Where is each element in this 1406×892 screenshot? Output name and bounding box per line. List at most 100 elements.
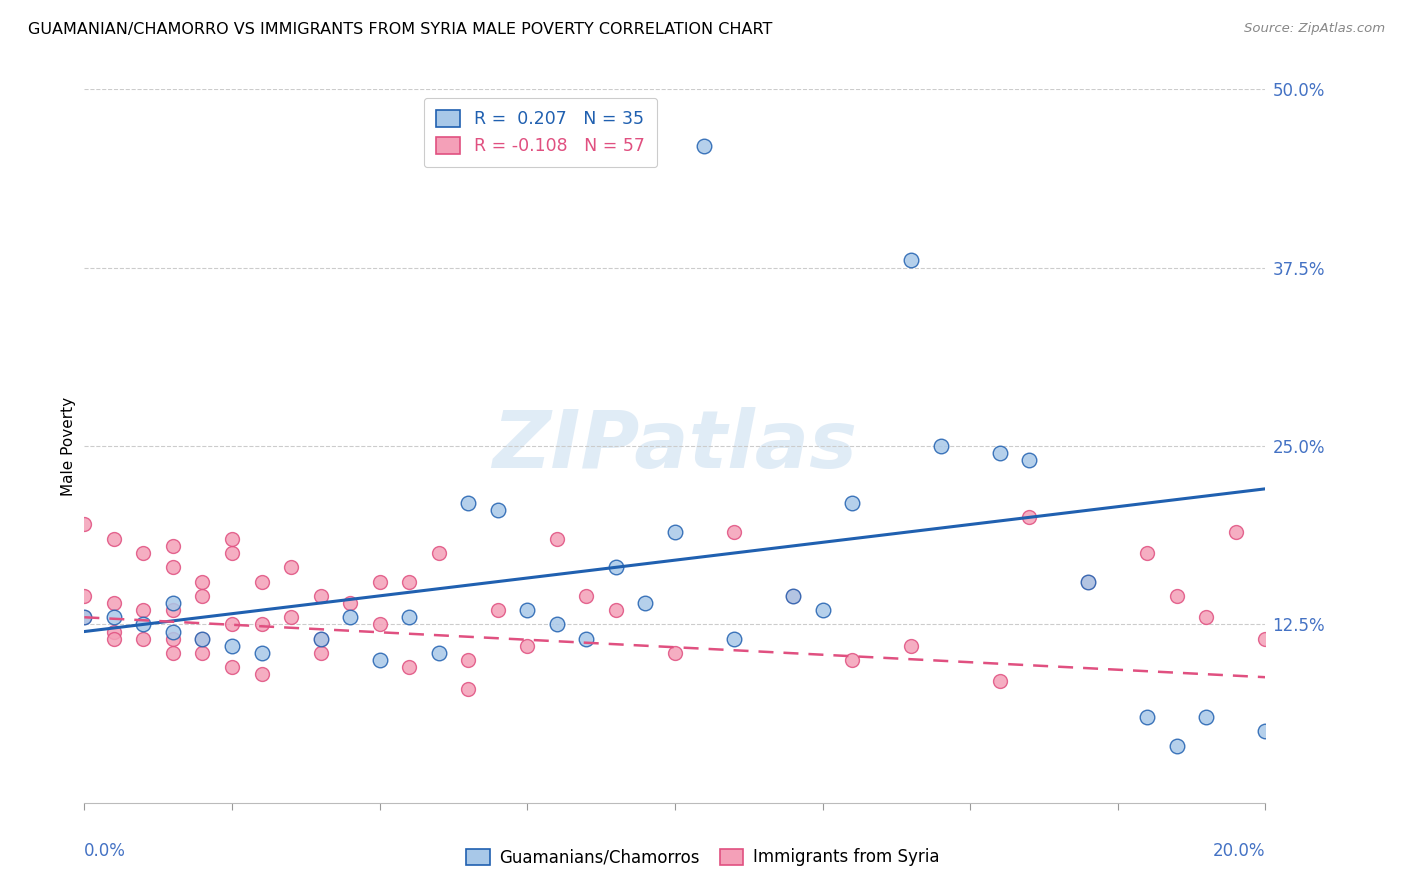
Point	[221, 639, 243, 653]
Point	[162, 646, 184, 660]
Point	[339, 610, 361, 624]
Point	[723, 524, 745, 539]
Point	[191, 632, 214, 646]
Point	[516, 639, 538, 653]
Point	[73, 610, 96, 624]
Point	[221, 617, 243, 632]
Text: 0.0%: 0.0%	[84, 842, 127, 860]
Point	[664, 524, 686, 539]
Point	[280, 610, 302, 624]
Point	[516, 603, 538, 617]
Point	[1254, 724, 1277, 739]
Point	[1166, 739, 1188, 753]
Point	[339, 596, 361, 610]
Point	[841, 653, 863, 667]
Point	[1225, 524, 1247, 539]
Point	[457, 496, 479, 510]
Point	[132, 632, 155, 646]
Point	[427, 546, 450, 560]
Point	[1077, 574, 1099, 589]
Point	[457, 681, 479, 696]
Point	[1077, 574, 1099, 589]
Point	[1195, 710, 1218, 724]
Point	[162, 596, 184, 610]
Point	[1254, 632, 1277, 646]
Point	[73, 610, 96, 624]
Point	[782, 589, 804, 603]
Point	[1018, 453, 1040, 467]
Point	[398, 660, 420, 674]
Point	[309, 589, 332, 603]
Point	[1018, 510, 1040, 524]
Point	[900, 253, 922, 268]
Point	[103, 532, 125, 546]
Point	[191, 574, 214, 589]
Point	[250, 667, 273, 681]
Point	[132, 603, 155, 617]
Point	[605, 603, 627, 617]
Point	[309, 632, 332, 646]
Legend: Guamanians/Chamorros, Immigrants from Syria: Guamanians/Chamorros, Immigrants from Sy…	[458, 840, 948, 875]
Point	[191, 646, 214, 660]
Point	[1136, 546, 1159, 560]
Point	[486, 503, 509, 517]
Point	[309, 632, 332, 646]
Point	[664, 646, 686, 660]
Point	[634, 596, 657, 610]
Text: ZIPatlas: ZIPatlas	[492, 407, 858, 485]
Point	[546, 617, 568, 632]
Point	[605, 560, 627, 574]
Point	[103, 624, 125, 639]
Point	[103, 610, 125, 624]
Point	[368, 653, 391, 667]
Point	[457, 653, 479, 667]
Point	[250, 646, 273, 660]
Point	[162, 624, 184, 639]
Point	[103, 632, 125, 646]
Point	[162, 539, 184, 553]
Point	[693, 139, 716, 153]
Point	[988, 446, 1011, 460]
Point	[486, 603, 509, 617]
Point	[782, 589, 804, 603]
Point	[929, 439, 952, 453]
Point	[1136, 710, 1159, 724]
Y-axis label: Male Poverty: Male Poverty	[60, 396, 76, 496]
Point	[900, 639, 922, 653]
Text: Source: ZipAtlas.com: Source: ZipAtlas.com	[1244, 22, 1385, 36]
Point	[191, 589, 214, 603]
Text: 20.0%: 20.0%	[1213, 842, 1265, 860]
Point	[221, 532, 243, 546]
Point	[841, 496, 863, 510]
Point	[988, 674, 1011, 689]
Point	[162, 560, 184, 574]
Point	[398, 610, 420, 624]
Legend: R =  0.207   N = 35, R = -0.108   N = 57: R = 0.207 N = 35, R = -0.108 N = 57	[423, 98, 657, 168]
Point	[73, 517, 96, 532]
Point	[368, 574, 391, 589]
Point	[575, 589, 598, 603]
Point	[427, 646, 450, 660]
Point	[132, 617, 155, 632]
Point	[73, 589, 96, 603]
Point	[1195, 610, 1218, 624]
Point	[191, 632, 214, 646]
Point	[368, 617, 391, 632]
Point	[162, 603, 184, 617]
Point	[546, 532, 568, 546]
Point	[398, 574, 420, 589]
Point	[162, 632, 184, 646]
Point	[132, 546, 155, 560]
Point	[250, 617, 273, 632]
Point	[103, 596, 125, 610]
Point	[811, 603, 834, 617]
Point	[723, 632, 745, 646]
Point	[1166, 589, 1188, 603]
Point	[250, 574, 273, 589]
Text: GUAMANIAN/CHAMORRO VS IMMIGRANTS FROM SYRIA MALE POVERTY CORRELATION CHART: GUAMANIAN/CHAMORRO VS IMMIGRANTS FROM SY…	[28, 22, 772, 37]
Point	[309, 646, 332, 660]
Point	[280, 560, 302, 574]
Point	[221, 660, 243, 674]
Point	[575, 632, 598, 646]
Point	[221, 546, 243, 560]
